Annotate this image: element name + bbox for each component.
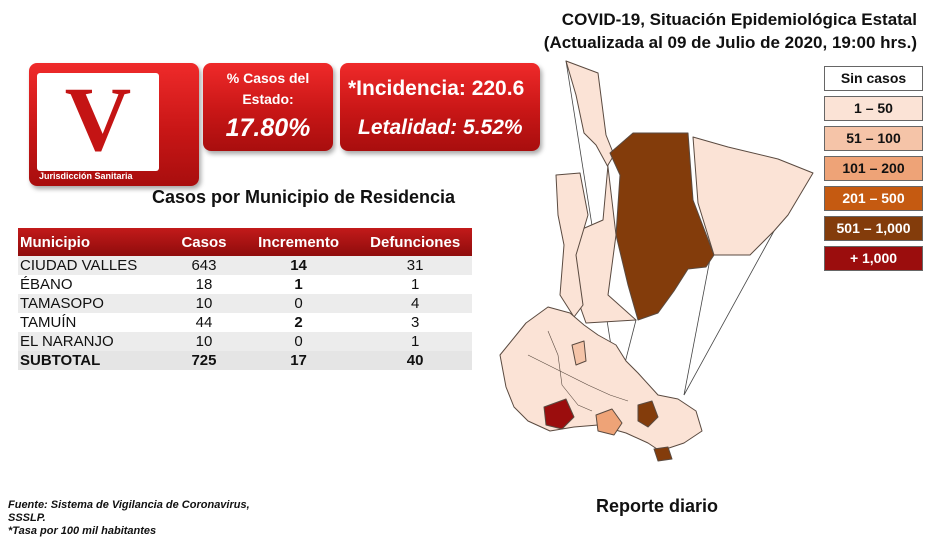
cell-defunciones: 3 — [410, 314, 420, 331]
daily-report-label: Reporte diario — [596, 496, 719, 516]
subtotal-casos: 725 — [169, 351, 239, 370]
map-region-hotspot — [543, 398, 575, 430]
report-header: COVID-19, Situación Epidemiológica Estat… — [544, 8, 917, 54]
jurisdiction-badge — [37, 73, 159, 171]
subtotal-label: SUBTOTAL — [18, 351, 170, 370]
map-region-ciudad-valles — [609, 132, 715, 321]
map-border — [547, 330, 593, 412]
region-map — [499, 60, 814, 462]
cell-municipio: TAMUÍN — [20, 314, 77, 331]
table-row: EL NARANJO 10 0 1 — [18, 332, 472, 351]
cell-municipio: EL NARANJO — [18, 332, 170, 351]
map-region — [571, 340, 587, 366]
map-region — [637, 400, 659, 428]
zoom-line — [683, 230, 775, 396]
footer-source: Fuente: Sistema de Vigilancia de Coronav… — [8, 499, 250, 511]
cell-casos: 18 — [195, 276, 213, 293]
cell-municipio: ÉBANO — [20, 276, 73, 293]
subtotal-incremento: 17 — [238, 351, 359, 370]
jurisdiction-card: V Jurisdicción Sanitaria — [29, 63, 199, 186]
map-region — [653, 446, 673, 462]
table-header-row: Municipio Casos Incremento Defunciones — [18, 228, 472, 256]
cell-municipio: TAMASOPO — [18, 294, 170, 313]
legend-item: + 1,000 — [824, 246, 923, 271]
cell-casos: 643 — [169, 256, 239, 275]
table-row: TAMASOPO 10 0 4 — [18, 294, 472, 313]
cases-table: Municipio Casos Incremento Defunciones C… — [18, 228, 472, 370]
table-row: TAMUÍN 44 2 3 — [18, 313, 472, 332]
cell-defunciones: 4 — [358, 294, 472, 313]
col-casos: Casos — [169, 228, 239, 256]
legend-item: Sin casos — [824, 66, 923, 91]
subtotal-defunciones: 40 — [358, 351, 472, 370]
table-row: CIUDAD VALLES 643 14 31 — [18, 256, 472, 275]
cell-defunciones: 31 — [358, 256, 472, 275]
legend-item: 201 – 500 — [824, 186, 923, 211]
legend-item: 501 – 1,000 — [824, 216, 923, 241]
cell-municipio: CIUDAD VALLES — [18, 256, 170, 275]
map-region — [595, 408, 623, 436]
footer-note: Fuente: Sistema de Vigilancia de Coronav… — [8, 499, 250, 538]
state-percent-value: 17.80% — [225, 114, 311, 142]
legend-item: 1 – 50 — [824, 96, 923, 121]
incidence-value: *Incidencia: 220.6 — [348, 77, 525, 100]
col-incremento: Incremento — [238, 228, 359, 256]
cell-defunciones: 1 — [358, 332, 472, 351]
cell-casos: 44 — [195, 314, 213, 331]
map-border — [527, 354, 629, 402]
footer-source-org: SSSLP. — [8, 512, 46, 524]
lethality-value: Letalidad: 5.52% — [358, 116, 523, 139]
map-region — [692, 136, 814, 256]
col-municipio: Municipio — [18, 228, 170, 256]
state-percent-title: % Casos del Estado: — [226, 70, 310, 107]
cell-defunciones: 1 — [410, 276, 420, 293]
cell-casos: 10 — [169, 332, 239, 351]
legend-item: 51 – 100 — [824, 126, 923, 151]
table-row: ÉBANO 18 1 1 — [18, 275, 472, 294]
header-title: COVID-19, Situación Epidemiológica Estat… — [561, 10, 917, 29]
subtotal-row: SUBTOTAL 725 17 40 — [18, 351, 472, 370]
jurisdiction-label: Jurisdicción Sanitaria — [39, 171, 133, 181]
incidence-card: *Incidencia: 220.6 Letalidad: 5.52% — [340, 63, 540, 151]
state-percent-card: % Casos del Estado: 17.80% — [203, 63, 333, 151]
jurisdiction-letter: V — [64, 68, 132, 170]
map-region — [555, 172, 589, 318]
col-defunciones: Defunciones — [358, 228, 472, 256]
cell-incremento: 1 — [294, 276, 303, 293]
cell-casos: 10 — [169, 294, 239, 313]
section-title: Casos por Municipio de Residencia — [152, 187, 456, 207]
footer-rate-note: *Tasa por 100 mil habitantes — [8, 525, 157, 537]
cell-incremento: 0 — [238, 332, 359, 351]
cell-incremento: 2 — [294, 314, 303, 331]
cell-incremento: 14 — [238, 256, 359, 275]
map-legend: Sin casos 1 – 50 51 – 100 101 – 200 201 … — [824, 66, 923, 276]
cell-incremento: 0 — [238, 294, 359, 313]
legend-item: 101 – 200 — [824, 156, 923, 181]
header-updated: (Actualizada al 09 de Julio de 2020, 19:… — [543, 33, 917, 52]
